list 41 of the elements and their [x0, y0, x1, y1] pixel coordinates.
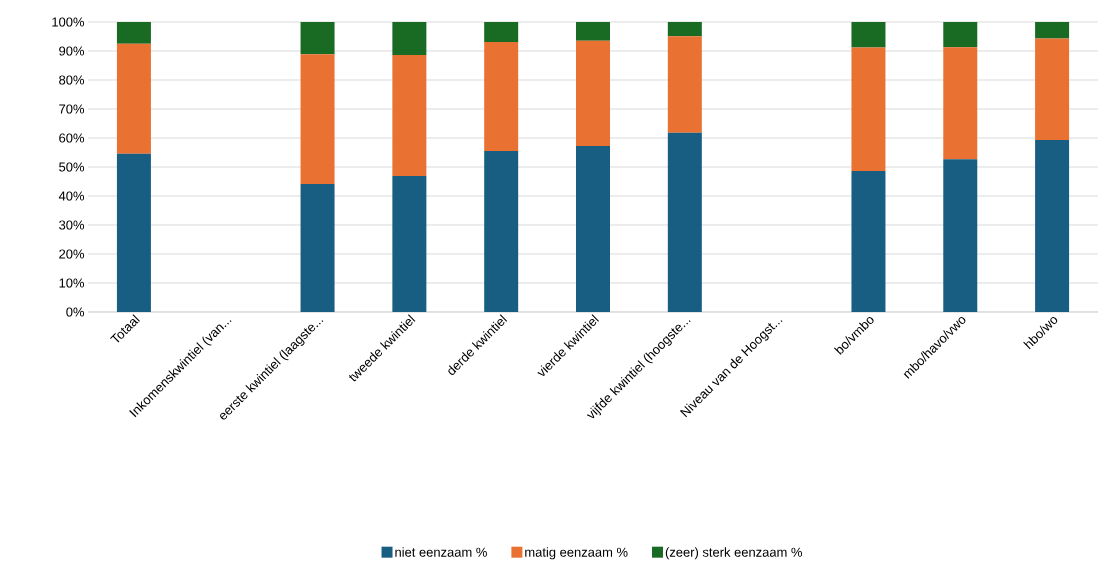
- bar: [667, 21, 702, 37]
- y-tick-label: 100%: [52, 17, 85, 27]
- y-tick-label: 40%: [58, 191, 85, 201]
- bar: [1035, 21, 1070, 39]
- y-tick-label: 20%: [59, 249, 85, 259]
- bar: [392, 21, 427, 56]
- y-tick-label: 0%: [66, 307, 85, 317]
- bar: [1035, 140, 1070, 312]
- bar: [576, 21, 610, 41]
- legend-label: (zeer) sterk eenzaam %: [665, 547, 803, 560]
- bar: [484, 42, 519, 152]
- bar: [300, 54, 335, 185]
- y-tick-label: 10%: [59, 278, 85, 288]
- bar: [1035, 38, 1070, 141]
- bar: [484, 151, 519, 312]
- bar: [667, 36, 702, 133]
- bar: [300, 184, 335, 312]
- legend-label: matig eenzaam %: [525, 547, 628, 560]
- bar: [851, 47, 886, 172]
- bar: [392, 55, 427, 176]
- bar: [851, 21, 886, 48]
- bar: [116, 153, 151, 312]
- y-tick-label: 70%: [59, 104, 85, 114]
- legend-label: niet eenzaam %: [395, 547, 487, 557]
- bar: [851, 171, 886, 312]
- bar: [943, 47, 978, 160]
- bar: [116, 43, 151, 154]
- bar: [943, 21, 978, 48]
- bar: [300, 21, 335, 55]
- bar: [667, 132, 702, 312]
- y-tick-label: 60%: [59, 133, 85, 143]
- bar: [576, 146, 610, 312]
- bar: [484, 21, 519, 42]
- bar: [943, 159, 978, 312]
- y-tick-label: 80%: [59, 75, 85, 85]
- y-tick-label: 50%: [59, 162, 85, 172]
- bar: [116, 21, 151, 44]
- bar: [392, 175, 427, 312]
- bar: [576, 40, 610, 147]
- y-tick-label: 30%: [59, 220, 85, 230]
- y-tick-label: 90%: [59, 46, 85, 56]
